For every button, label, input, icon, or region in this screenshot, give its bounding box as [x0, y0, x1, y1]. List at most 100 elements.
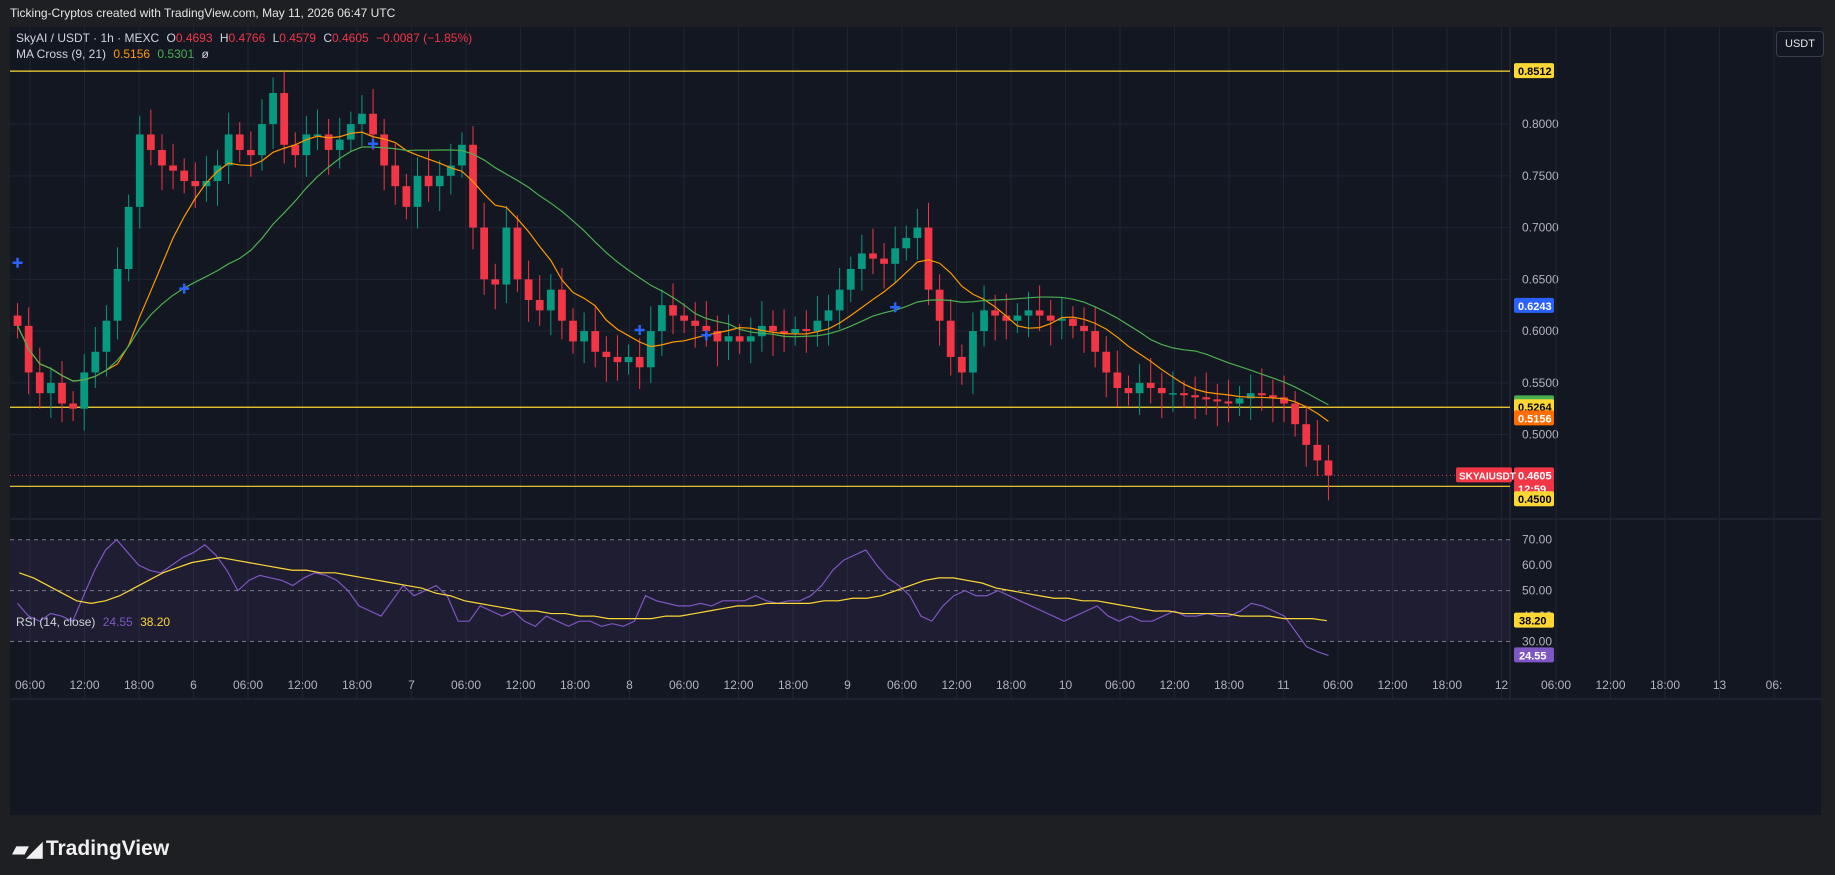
time-tick-label: 12:00	[505, 678, 535, 692]
rsi-ma-axis-label: 38.20	[1519, 616, 1547, 628]
symbol-tag-bg	[1456, 467, 1512, 483]
tradingview-mark-icon: ▰◢	[12, 836, 43, 861]
rsi-tick-label: 30.00	[1522, 635, 1552, 649]
candle-body	[1069, 318, 1077, 326]
candle-body	[902, 237, 911, 249]
candle-body	[69, 403, 77, 409]
chart-canvas[interactable]: 0.8000 0.7500 0.7000 0.6500 0.6000 0.5500 0.50…	[10, 27, 1821, 815]
candle-body	[46, 382, 55, 394]
candle-body	[1169, 393, 1177, 395]
price-axis-label-bg	[1514, 297, 1554, 313]
price-tick-label: 0.7000	[1522, 221, 1559, 235]
candle-body	[1080, 325, 1088, 332]
candle-body	[113, 268, 122, 321]
time-tick-label: 18:00	[1650, 678, 1680, 692]
candle-body	[513, 227, 522, 280]
rsi-line	[17, 538, 1329, 656]
candle-body	[1191, 395, 1200, 398]
high-label: H	[219, 31, 229, 45]
change-value: −0.0087 (−1.85%)	[376, 31, 473, 45]
price-tick-label: 0.6000	[1522, 324, 1559, 338]
candle-body	[224, 134, 233, 166]
candle-body	[802, 329, 811, 332]
candle-body	[402, 186, 411, 207]
time-tick-label: 18:00	[996, 678, 1026, 692]
candle-body	[602, 351, 611, 357]
candle-body	[169, 165, 177, 171]
candle-body	[58, 382, 66, 404]
time-tick-label: 06:00	[1105, 678, 1135, 692]
candle-body	[491, 279, 500, 285]
rsi-ma-line	[18, 556, 1327, 622]
time-tick-label: 06:00	[1323, 678, 1353, 692]
candle-body	[1257, 393, 1266, 396]
candle-body	[1324, 460, 1333, 476]
ma-cross-marker	[179, 283, 190, 294]
tradingview-logo[interactable]: ▰◢ TradingView	[12, 836, 169, 862]
candle-body	[1057, 318, 1066, 321]
candle-body	[635, 356, 644, 368]
candle-body	[691, 320, 700, 326]
candle-body	[335, 139, 344, 150]
rsi-tick-label: 60.00	[1522, 558, 1552, 572]
chart-frame[interactable]: 0.8000 0.7500 0.7000 0.6500 0.6000 0.5500 0.50…	[10, 27, 1821, 815]
candle-body	[1024, 310, 1033, 316]
candle-body	[1246, 393, 1255, 399]
candle-body	[935, 289, 944, 321]
open-value: 0.4693	[175, 31, 213, 45]
rsi-legend[interactable]: RSI (14, close) 24.55 38.20	[16, 615, 170, 629]
candle-body	[1146, 382, 1155, 388]
candle-body	[502, 227, 511, 285]
time-tick-label: 12:00	[1159, 678, 1189, 692]
candle-body	[80, 372, 89, 409]
time-tick-label: 8	[626, 678, 633, 692]
time-tick-label: 9	[844, 678, 851, 692]
candle-body	[213, 165, 222, 182]
candle-body	[1002, 315, 1011, 321]
rsi-tick-label: 50.00	[1522, 584, 1552, 598]
time-tick-label: 10	[1059, 678, 1073, 692]
candle-body	[702, 325, 711, 332]
candle-body	[535, 300, 544, 311]
candle-body	[1180, 393, 1188, 396]
candle-body	[1113, 372, 1122, 388]
ma-slow-line	[17, 146, 1329, 406]
candle-body	[446, 165, 455, 176]
candle-body	[957, 356, 966, 373]
time-tick-label: 06:00	[887, 678, 917, 692]
candle-body	[791, 329, 800, 334]
price-tick-label: 0.5000	[1522, 428, 1559, 442]
time-tick-label: 7	[408, 678, 415, 692]
time-tick-label: 12:00	[1595, 678, 1625, 692]
close-label: C	[323, 31, 332, 45]
price-axis-label: 0.5156	[1518, 413, 1552, 425]
candle-body	[880, 258, 888, 264]
candle-body	[1291, 403, 1300, 425]
ma-title: MA Cross (9, 21)	[16, 47, 107, 61]
candle-body	[1091, 331, 1100, 352]
price-axis-label: 0.8512	[1518, 66, 1552, 78]
candle-body	[646, 331, 655, 368]
candle-body	[613, 356, 622, 363]
candle-body	[380, 134, 389, 166]
symbol-title[interactable]: SkyAI / USDT · 1h · MEXC	[16, 31, 160, 45]
candle-body	[91, 351, 100, 373]
candle-body	[569, 320, 577, 342]
price-tick-label: 0.5500	[1522, 376, 1559, 390]
candle-body	[124, 206, 133, 269]
candle-body	[946, 320, 955, 357]
candle-body	[391, 165, 400, 187]
candle-body	[158, 149, 166, 166]
candle-body	[346, 124, 355, 140]
candle-body	[591, 331, 600, 352]
time-tick-label: 12:00	[69, 678, 99, 692]
candle-body	[146, 134, 155, 150]
candle-body	[580, 331, 589, 342]
time-tick-label: 18:00	[778, 678, 808, 692]
ma-cross-marker	[634, 325, 645, 336]
ma-legend[interactable]: MA Cross (9, 21) 0.5156 0.5301 ø	[16, 47, 209, 61]
currency-button[interactable]: USDT	[1776, 31, 1824, 57]
candle-body	[835, 289, 844, 311]
time-tick-label: 18:00	[1432, 678, 1462, 692]
candle-body	[680, 315, 688, 321]
